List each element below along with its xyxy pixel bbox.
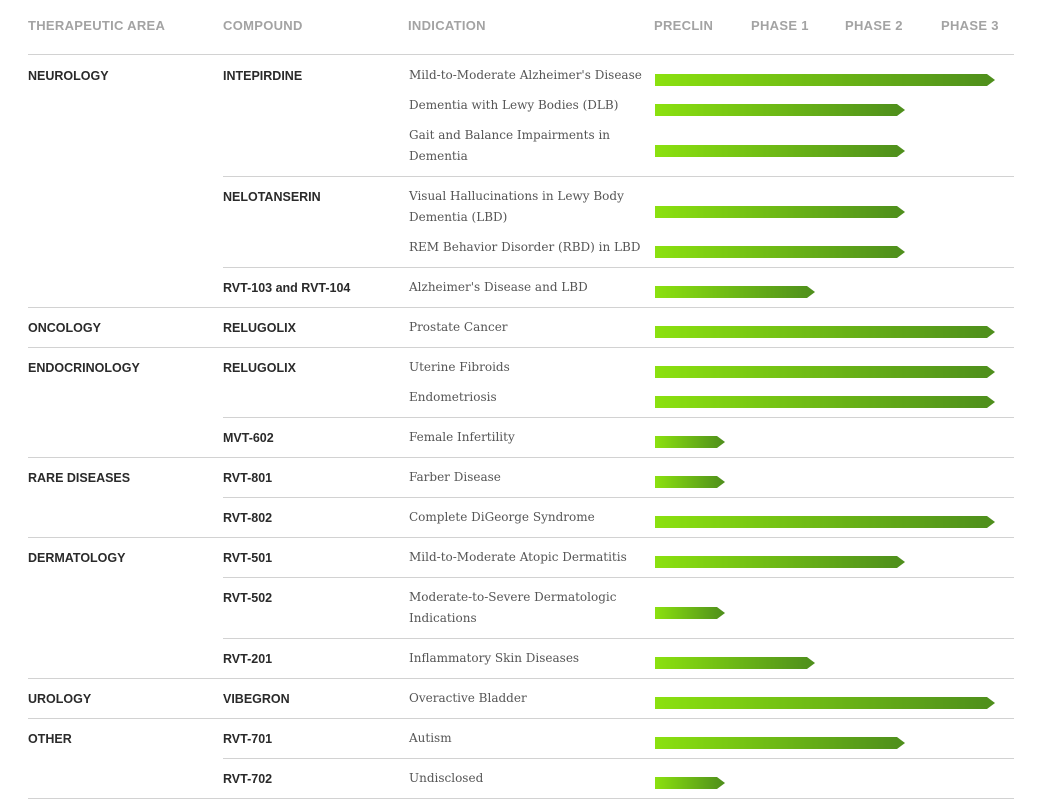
- pipeline-bar-shape: [655, 777, 725, 789]
- pipeline-bar-shape: [655, 74, 995, 86]
- compound-label: RVT-701: [223, 732, 273, 746]
- indication-label: Female Infertility: [409, 430, 515, 444]
- header-phase-3: PHASE 3: [941, 18, 999, 33]
- indication-label: Inflammatory Skin Diseases: [409, 651, 580, 665]
- pipeline-bar: [655, 246, 905, 258]
- area-divider: [28, 678, 1014, 679]
- compound-divider: [223, 497, 1014, 498]
- pipeline-bar: [655, 777, 725, 789]
- compound-label: NELOTANSERIN: [223, 190, 321, 204]
- header-indication: INDICATION: [408, 18, 486, 33]
- pipeline-bar: [655, 657, 815, 669]
- pipeline-bar-shape: [655, 476, 725, 488]
- area-divider: [28, 537, 1014, 538]
- compound-label: RVT-502: [223, 591, 273, 605]
- compound-label: RVT-201: [223, 652, 273, 666]
- indication-label: REM Behavior Disorder (RBD) in LBD: [409, 240, 641, 254]
- indication-label: Prostate Cancer: [409, 320, 508, 334]
- compound-label: RVT-801: [223, 471, 273, 485]
- pipeline-bar-shape: [655, 436, 725, 448]
- compound-divider: [223, 577, 1014, 578]
- compound-label: RVT-103 and RVT-104: [223, 281, 351, 295]
- pipeline-bar-shape: [655, 516, 995, 528]
- pipeline-bar: [655, 697, 995, 709]
- compound-divider: [223, 638, 1014, 639]
- compound-divider: [223, 758, 1014, 759]
- pipeline-bar: [655, 606, 725, 619]
- indication-label: Complete DiGeorge Syndrome: [409, 510, 595, 524]
- indication-label: Endometriosis: [409, 390, 497, 404]
- pipeline-bar: [655, 366, 995, 378]
- pipeline-bar: [655, 144, 905, 157]
- header-compound: COMPOUND: [223, 18, 303, 33]
- area-divider: [28, 718, 1014, 719]
- indication-label: Overactive Bladder: [409, 691, 527, 705]
- header-phase-preclin: PRECLIN: [654, 18, 714, 33]
- area-divider: [28, 457, 1014, 458]
- pipeline-bar: [655, 476, 725, 488]
- pipeline-bar: [655, 74, 995, 86]
- therapeutic-area-label: UROLOGY: [28, 692, 92, 706]
- pipeline-bar-shape: [655, 396, 995, 408]
- indication-label: Autism: [409, 731, 452, 745]
- pipeline-bar-shape: [655, 104, 905, 116]
- header-divider: [28, 54, 1014, 55]
- therapeutic-area-label: ENDOCRINOLOGY: [28, 361, 140, 375]
- pipeline-bar-shape: [655, 366, 995, 378]
- pipeline-bar-shape: [655, 556, 905, 568]
- pipeline-bar-shape: [655, 205, 905, 218]
- pipeline-bar-shape: [655, 286, 815, 298]
- therapeutic-area-label: OTHER: [28, 732, 72, 746]
- pipeline-bar: [655, 516, 995, 528]
- compound-divider: [223, 267, 1014, 268]
- indication-label: Mild-to-Moderate Alzheimer's Disease: [409, 68, 642, 82]
- indication-label: Alzheimer's Disease and LBD: [409, 280, 588, 294]
- pipeline-bar: [655, 436, 725, 448]
- pipeline-bar: [655, 286, 815, 298]
- pipeline-bar-shape: [655, 606, 725, 619]
- header-phase-2: PHASE 2: [845, 18, 903, 33]
- indication-label: Mild-to-Moderate Atopic Dermatitis: [409, 550, 627, 564]
- indication-label: Moderate-to-Severe Dermatologic Indicati…: [409, 590, 617, 625]
- compound-label: VIBEGRON: [223, 692, 290, 706]
- pipeline-bar: [655, 326, 995, 338]
- indication-label: Farber Disease: [409, 470, 501, 484]
- area-divider: [28, 347, 1014, 348]
- pipeline-bar: [655, 556, 905, 568]
- indication-label: Gait and Balance Impairments in Dementia: [409, 128, 611, 163]
- compound-label: RELUGOLIX: [223, 361, 296, 375]
- therapeutic-area-label: RARE DISEASES: [28, 471, 131, 485]
- indication-label: Undisclosed: [409, 771, 484, 785]
- pipeline-bar-shape: [655, 737, 905, 749]
- compound-label: MVT-602: [223, 431, 274, 445]
- compound-label: INTEPIRDINE: [223, 69, 303, 83]
- compound-label: RELUGOLIX: [223, 321, 296, 335]
- therapeutic-area-label: ONCOLOGY: [28, 321, 101, 335]
- compound-label: RVT-501: [223, 551, 273, 565]
- indication-label: Uterine Fibroids: [409, 360, 510, 374]
- indication-label: Dementia with Lewy Bodies (DLB): [409, 98, 619, 112]
- pipeline-bar-shape: [655, 657, 815, 669]
- pipeline-bar: [655, 396, 995, 408]
- pipeline-bar-shape: [655, 144, 905, 157]
- header-phase-1: PHASE 1: [751, 18, 809, 33]
- area-divider: [28, 307, 1014, 308]
- therapeutic-area-label: DERMATOLOGY: [28, 551, 126, 565]
- compound-divider: [223, 417, 1014, 418]
- compound-label: RVT-702: [223, 772, 273, 786]
- pipeline-bar-shape: [655, 246, 905, 258]
- header-therapeutic-area: THERAPEUTIC AREA: [28, 18, 166, 33]
- therapeutic-area-label: NEUROLOGY: [28, 69, 109, 83]
- indication-label: Visual Hallucinations in Lewy Body Demen…: [409, 189, 624, 224]
- pipeline-bar: [655, 205, 905, 218]
- pipeline-bar: [655, 104, 905, 116]
- compound-divider: [223, 176, 1014, 177]
- pipeline-bar-shape: [655, 697, 995, 709]
- pipeline-bar-shape: [655, 326, 995, 338]
- pipeline-bar: [655, 737, 905, 749]
- compound-label: RVT-802: [223, 511, 273, 525]
